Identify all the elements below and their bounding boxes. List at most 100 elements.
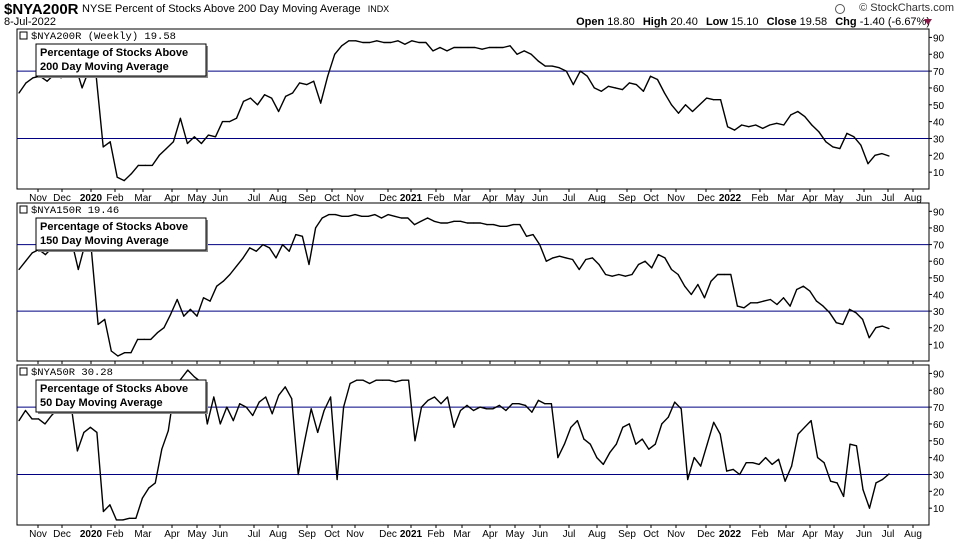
data-point <box>739 473 741 476</box>
data-point <box>313 80 315 82</box>
data-point <box>713 99 715 101</box>
y-tick-label: 20 <box>933 151 945 162</box>
y-tick-label: 80 <box>933 50 945 61</box>
data-point <box>137 164 139 166</box>
data-point <box>420 406 423 408</box>
data-point <box>531 411 533 413</box>
panel-frame <box>16 28 930 190</box>
x-tick-label: Feb <box>427 193 445 204</box>
data-point <box>684 104 687 106</box>
data-point <box>888 328 890 330</box>
data-point <box>674 401 676 403</box>
data-point <box>97 323 99 325</box>
data-point <box>734 129 736 131</box>
x-tick-label: Aug <box>269 529 287 540</box>
data-point <box>321 217 323 219</box>
data-point <box>615 443 617 445</box>
data-point <box>249 247 251 249</box>
data-point <box>888 473 890 475</box>
x-tick-label: Sep <box>298 193 316 204</box>
open-label: Open <box>576 16 605 28</box>
close-value: 19.58 <box>799 16 828 28</box>
data-point <box>618 273 620 276</box>
data-point <box>868 507 871 509</box>
x-tick-label: Apr <box>482 529 498 540</box>
data-point <box>414 440 416 442</box>
data-point <box>144 164 146 166</box>
y-tick-label: 10 <box>933 504 945 515</box>
y-tick-label: 50 <box>933 101 945 112</box>
x-tick-label: Aug <box>904 193 922 204</box>
y-tick-label: 20 <box>933 487 945 498</box>
panel-frame <box>16 364 930 526</box>
data-point <box>466 222 468 224</box>
data-point <box>815 300 818 302</box>
x-tick-label: 2022 <box>719 193 742 204</box>
data-point <box>439 46 441 49</box>
data-point <box>245 406 247 408</box>
data-point <box>756 302 758 304</box>
x-tick-label: Dec <box>697 193 715 204</box>
data-point <box>888 155 890 157</box>
data-point <box>295 234 297 236</box>
data-point <box>170 313 172 315</box>
data-point <box>291 398 293 400</box>
data-point <box>256 104 259 106</box>
copyright[interactable]: © StockCharts.com <box>859 2 954 14</box>
data-point <box>755 124 757 126</box>
data-point <box>505 409 507 412</box>
chg-label: Chg <box>835 16 857 28</box>
data-point <box>703 297 706 299</box>
x-tick-label: Jul <box>882 529 895 540</box>
data-point <box>401 379 403 381</box>
data-point <box>818 131 820 133</box>
data-point <box>299 82 301 84</box>
data-point <box>829 312 831 314</box>
data-point <box>730 273 732 276</box>
x-tick-label: Mar <box>777 529 795 540</box>
exchange-label: INDX <box>367 4 390 14</box>
data-point <box>804 426 806 428</box>
data-point <box>642 90 645 92</box>
y-tick-label: 60 <box>933 257 945 268</box>
data-point <box>784 480 786 482</box>
data-point <box>32 77 34 79</box>
data-point <box>235 265 238 267</box>
data-point <box>271 413 273 415</box>
x-tick-label: Nov <box>346 193 364 204</box>
data-point <box>717 273 719 276</box>
data-point <box>523 50 525 52</box>
x-tick-label: Mar <box>453 193 471 204</box>
data-point <box>411 40 413 42</box>
data-point <box>862 489 864 491</box>
data-point <box>667 416 669 418</box>
data-point <box>96 431 98 433</box>
data-point <box>459 409 462 412</box>
data-point <box>732 468 734 470</box>
data-point <box>651 267 653 269</box>
data-point <box>46 80 48 82</box>
data-point <box>242 100 245 102</box>
data-point <box>848 308 851 310</box>
data-point <box>394 215 396 217</box>
data-point <box>524 404 527 406</box>
data-point <box>83 431 85 433</box>
data-point <box>219 423 221 425</box>
data-point <box>123 352 126 354</box>
data-point <box>180 377 182 380</box>
data-point <box>741 124 743 126</box>
data-point <box>750 302 752 304</box>
x-tick-label: Oct <box>324 529 340 540</box>
y-tick-label: 60 <box>933 84 945 95</box>
data-point <box>706 443 708 445</box>
data-point <box>644 260 646 262</box>
x-tick-label: Aug <box>588 193 606 204</box>
data-point <box>855 445 858 447</box>
data-point <box>583 438 585 440</box>
data-point <box>680 408 682 410</box>
data-point <box>440 403 442 405</box>
data-point <box>506 225 508 227</box>
data-point <box>762 127 764 129</box>
data-point <box>492 224 495 226</box>
data-point <box>565 70 567 72</box>
